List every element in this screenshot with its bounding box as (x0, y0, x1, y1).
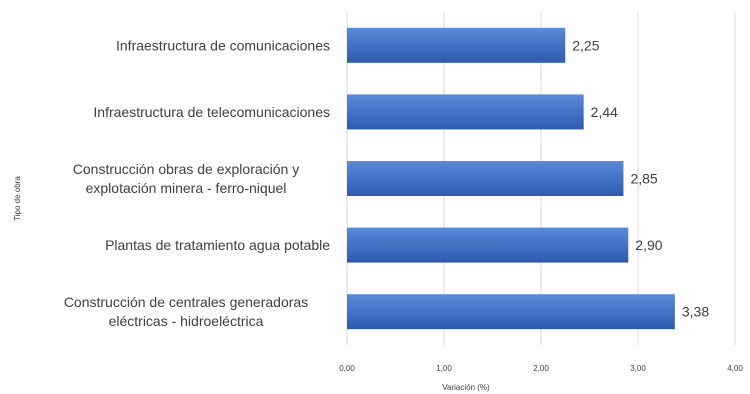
bar-value-label: 2,90 (635, 237, 662, 253)
bar-value-label: 3,38 (682, 304, 709, 320)
category-label: Plantas de tratamiento agua potable (105, 237, 330, 253)
bar (347, 161, 624, 196)
labels: 0,00 1,00 2,00 3,00 4,00 2,25 Infraestructura … (64, 37, 744, 373)
x-tick-label: 1,00 (436, 364, 452, 373)
bar (347, 27, 566, 63)
category-label: Infraestructura de telecomunicaciones (93, 104, 330, 120)
bars (347, 27, 675, 330)
y-axis-title: Tipo de obra (13, 176, 22, 221)
category-label: Construcción de centrales generadoras elé… (64, 294, 308, 329)
x-axis-title: Variación (%) (442, 383, 490, 392)
x-tick-label: 3,00 (630, 364, 646, 373)
bar (347, 294, 675, 330)
bar (347, 227, 629, 263)
bar (347, 94, 584, 130)
bar-value-label: 2,85 (630, 171, 657, 187)
category-label: Infraestructura de comunicaciones (116, 37, 330, 53)
bar-value-label: 2,44 (591, 104, 618, 120)
x-tick-label: 2,00 (533, 364, 549, 373)
x-tick-label: 4,00 (727, 364, 743, 373)
bar-value-label: 2,25 (572, 37, 599, 53)
category-label: Construcción obras de exploración y explo… (73, 161, 299, 196)
x-tick-label: 0,00 (339, 364, 355, 373)
